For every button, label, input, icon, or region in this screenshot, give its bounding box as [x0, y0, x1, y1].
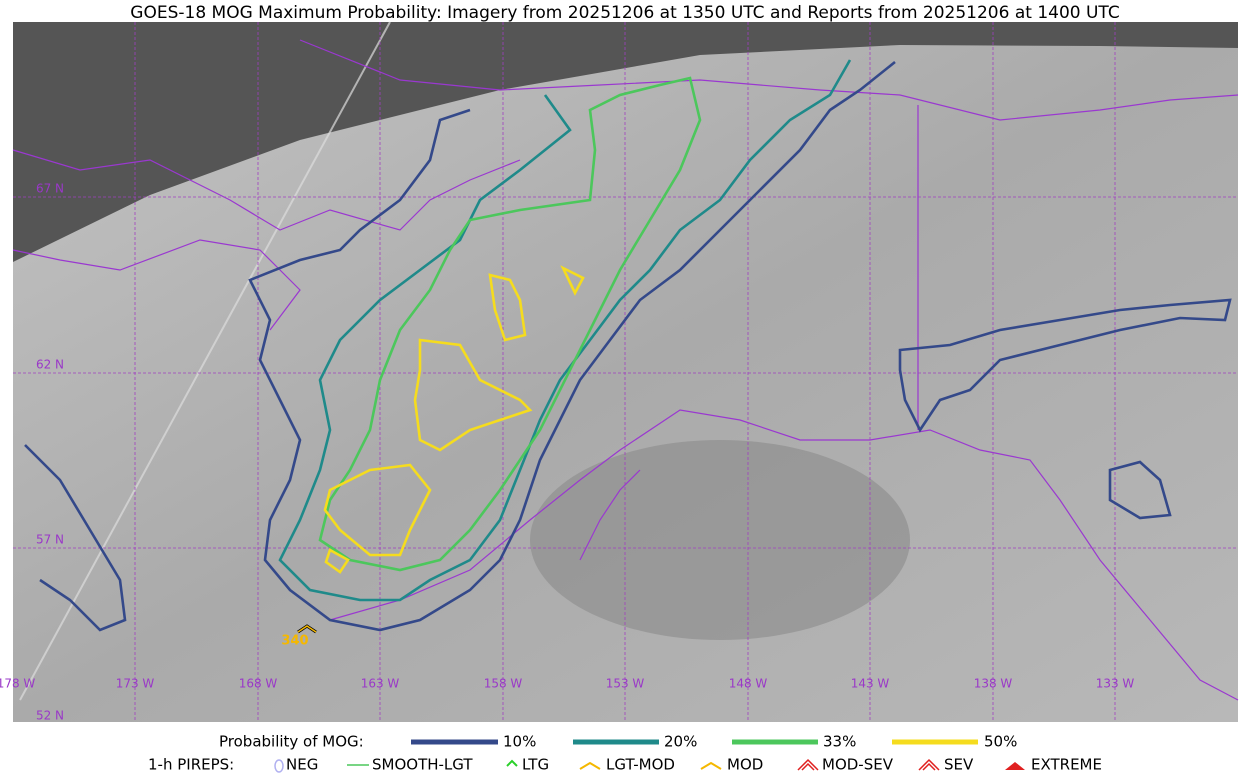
orbit-track — [19, 21, 391, 701]
legend-title: 1-h PIREPS: — [148, 756, 234, 774]
legend-label: LGT-MOD — [606, 756, 675, 774]
lon-label: 173 W — [116, 677, 155, 691]
legend-icon — [918, 758, 940, 771]
legend-icon — [797, 758, 819, 771]
contour-50 — [413, 338, 533, 452]
coastline — [12, 239, 301, 331]
grid — [13, 22, 1238, 722]
legend-icon — [700, 761, 722, 770]
lat-label: 52 N — [36, 709, 64, 723]
lat-label: 62 N — [36, 358, 64, 372]
lon-label: 133 W — [1096, 677, 1135, 691]
legend-label: 33% — [823, 733, 856, 751]
contour-10 — [898, 298, 1232, 433]
contour-50 — [323, 463, 432, 557]
lon-label: 178 W — [0, 677, 35, 691]
legend-label: 10% — [503, 733, 536, 751]
lat-label: 57 N — [36, 533, 64, 547]
contour-50 — [560, 265, 585, 296]
legend-icon — [579, 761, 601, 770]
contour-10 — [1108, 460, 1172, 520]
contour-10 — [248, 60, 896, 632]
legend-icon — [274, 759, 284, 773]
legend-icon — [1005, 762, 1025, 770]
lon-label: 168 W — [239, 677, 278, 691]
contour-50 — [488, 273, 527, 342]
lon-label: 143 W — [851, 677, 890, 691]
legend-label: 20% — [664, 733, 697, 751]
lon-label: 153 W — [606, 677, 645, 691]
legend-label: MOD-SEV — [822, 756, 894, 774]
coastline — [329, 409, 1239, 701]
legend-label: NEG — [286, 756, 318, 774]
legend-label: MOD — [727, 756, 763, 774]
legend-label: SEV — [944, 756, 974, 774]
contour-33 — [318, 76, 702, 572]
lon-label: 148 W — [729, 677, 768, 691]
coastlines — [12, 39, 1239, 701]
pirep-altitude: 340 — [281, 634, 308, 649]
lon-label: 158 W — [484, 677, 523, 691]
night-region — [13, 22, 1238, 262]
coastline — [12, 149, 521, 231]
contour-50 — [324, 548, 350, 574]
lon-label: 138 W — [974, 677, 1013, 691]
dark-cloud — [530, 440, 910, 640]
coastline — [579, 469, 641, 561]
lat-label: 67 N — [36, 182, 64, 196]
legend-label: 50% — [984, 733, 1017, 751]
contour-20 — [278, 59, 852, 602]
legend-title: Probability of MOG: — [219, 733, 364, 751]
lon-label: 163 W — [361, 677, 400, 691]
title: GOES-18 MOG Maximum Probability: Imagery… — [130, 3, 1119, 23]
legend-icon — [506, 759, 518, 767]
map: 340 67 N 62 N 57 N 52 N 178 W 173 W 168 … — [0, 21, 1239, 723]
coastline — [299, 39, 1239, 121]
pirep-marker — [297, 625, 317, 633]
contours — [24, 59, 1232, 632]
legend: Probability of MOG: 10% 20% 33% 50% 1-h … — [148, 733, 1102, 774]
legend-label: SMOOTH-LGT — [372, 756, 473, 774]
legend-label: LTG — [522, 756, 549, 774]
contour-10 — [24, 444, 127, 632]
legend-label: EXTREME — [1031, 756, 1102, 774]
